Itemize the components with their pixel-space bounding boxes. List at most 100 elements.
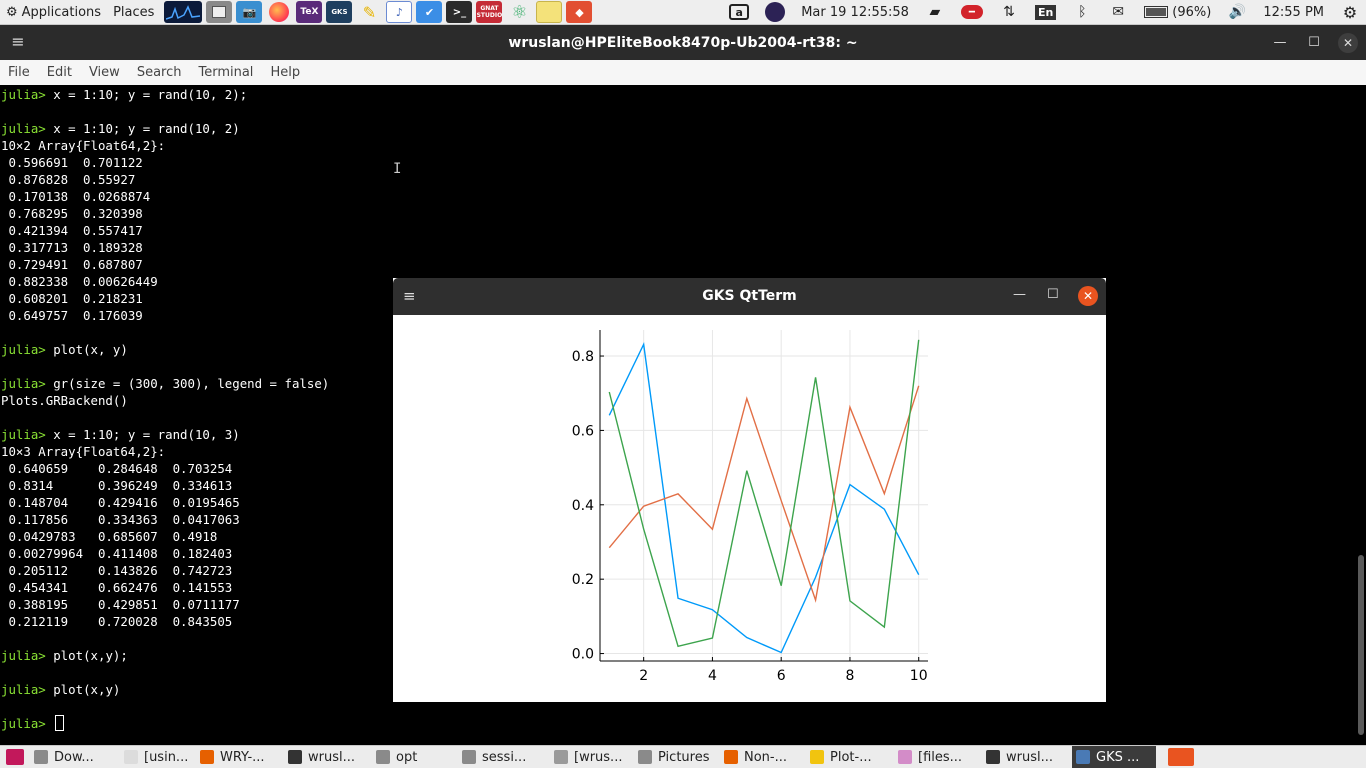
git-icon[interactable]: ◆ xyxy=(566,1,593,23)
line-plot: 2 4 6 8 10 0.0 0.2 0.4 0.6 0.8 xyxy=(572,330,928,684)
terminal-line: 0.876828 0.55927 xyxy=(1,171,135,188)
taskbar-item[interactable]: Plot-... xyxy=(806,746,894,768)
terminal-line: julia> plot(x,y) xyxy=(1,681,120,698)
x-tick-label: 8 xyxy=(845,668,854,684)
eclipse-icon[interactable] xyxy=(757,0,793,25)
gks-qtterm-window: ≡ GKS QtTerm — ☐ ✕ 2 4 6 8 10 0.0 0.2 0.4 0.6 0.8 xyxy=(393,278,1106,702)
battery-indicator[interactable]: (96%) xyxy=(1136,0,1219,25)
terminal-scrollbar[interactable] xyxy=(1358,555,1364,735)
terminal-title: wruslan@HPEliteBook8470p-Ub2004-rt38: ~ xyxy=(508,34,858,51)
taskbar-item[interactable]: Dow... xyxy=(30,746,120,768)
clipboard-icon[interactable]: a xyxy=(721,0,757,25)
gks-icon xyxy=(1076,750,1090,764)
terminal-line: 10×3 Array{Float64,2}: xyxy=(1,443,165,460)
taskbar-item[interactable]: [files... xyxy=(894,746,982,768)
sticky-notes-icon[interactable] xyxy=(536,1,563,23)
taskbar-item[interactable]: sessi... xyxy=(458,746,550,768)
taskbar-item-label: WRY-... xyxy=(220,749,265,765)
places-menu[interactable]: Places xyxy=(107,0,160,25)
gks-title: GKS QtTerm xyxy=(702,288,797,304)
terminal-line: Plots.GRBackend() xyxy=(1,392,128,409)
taskbar-item-label: Non-... xyxy=(744,749,788,765)
clock[interactable]: 12:55 PM xyxy=(1255,0,1332,25)
files-icon[interactable] xyxy=(206,1,233,23)
gks-minimize-button[interactable]: — xyxy=(1013,287,1026,302)
applications-label: Applications xyxy=(21,4,102,20)
maximize-button[interactable]: ☐ xyxy=(1308,35,1320,50)
system-monitor-icon[interactable] xyxy=(164,1,203,23)
taskbar: Dow... [usin... WRY-... wrusl... opt sessi...… xyxy=(0,745,1366,768)
menu-edit[interactable]: Edit xyxy=(46,65,72,80)
menu-search[interactable]: Search xyxy=(136,65,182,80)
gks-titlebar: ≡ GKS QtTerm — ☐ ✕ xyxy=(393,278,1106,315)
firefox-icon[interactable] xyxy=(266,1,292,23)
do-not-disturb-icon[interactable]: ━ xyxy=(953,0,991,25)
texstudio-icon[interactable]: TeX xyxy=(296,1,323,23)
minimize-button[interactable]: — xyxy=(1273,35,1287,50)
terminal-line-text: plot(x, y) xyxy=(45,342,128,357)
julia-prompt: julia> xyxy=(1,121,46,136)
libreoffice-writer-icon[interactable]: ♪ xyxy=(386,1,413,23)
terminal-line: julia> gr(size = (300, 300), legend = fa… xyxy=(1,375,329,392)
gks-icon[interactable]: GKS xyxy=(326,1,353,23)
taskbar-item[interactable]: wrusl... xyxy=(284,746,372,768)
close-button[interactable]: ✕ xyxy=(1338,32,1358,53)
terminal-line-text: 0.205112 0.143826 0.742723 xyxy=(1,563,233,578)
show-desktop-button[interactable] xyxy=(0,746,30,768)
terminal-line: 0.729491 0.687807 xyxy=(1,256,142,273)
taskbar-item[interactable]: opt xyxy=(372,746,458,768)
gks-maximize-button[interactable]: ☐ xyxy=(1047,287,1059,302)
date-time-seconds[interactable]: Mar 19 12:55:58 xyxy=(793,0,917,25)
terminal-line: 0.00279964 0.411408 0.182403 xyxy=(1,545,232,562)
atom-icon[interactable]: ⚛ xyxy=(511,1,528,23)
gedit-icon[interactable]: ✎ xyxy=(362,2,377,22)
terminal-line: julia> x = 1:10; y = rand(10, 2); xyxy=(1,86,247,103)
x-tick-label: 10 xyxy=(910,668,928,684)
terminal-line: julia> x = 1:10; y = rand(10, 2) xyxy=(1,120,240,137)
menu-help[interactable]: Help xyxy=(270,65,301,80)
places-label: Places xyxy=(113,4,155,20)
y-tick-label: 0.4 xyxy=(572,498,594,514)
gks-close-button[interactable]: ✕ xyxy=(1078,286,1098,306)
volume-icon[interactable]: 🔊 xyxy=(1228,4,1247,20)
menu-file[interactable]: File xyxy=(8,65,30,80)
taskbar-item[interactable]: WRY-... xyxy=(196,746,284,768)
mail-icon[interactable]: ✉ xyxy=(1112,4,1125,20)
workspace-switcher[interactable] xyxy=(1156,746,1204,768)
terminal-icon[interactable]: >_ xyxy=(446,1,473,23)
terminal-line: 0.640659 0.284648 0.703254 xyxy=(1,460,232,477)
hamburger-menu-icon[interactable]: ≡ xyxy=(11,32,25,51)
taskbar-item[interactable]: GKS ... xyxy=(1072,745,1156,768)
terminal-line-text: 0.388195 0.429851 0.0711177 xyxy=(1,597,240,612)
bluetooth-icon[interactable]: ᛒ xyxy=(1078,4,1087,20)
terminal-line: 0.596691 0.701122 xyxy=(1,154,142,171)
taskbar-item[interactable]: Non-... xyxy=(720,746,806,768)
terminal-line: 0.170138 0.0268874 xyxy=(1,188,150,205)
terminal-line-text: 0.148704 0.429416 0.0195465 xyxy=(1,495,240,510)
todo-icon[interactable]: ✔ xyxy=(416,1,443,23)
drive-icon[interactable]: ▰ xyxy=(929,4,941,20)
terminal-line: 0.317713 0.189328 xyxy=(1,239,142,256)
taskbar-item-label: sessi... xyxy=(482,749,527,765)
settings-gear-icon[interactable]: ⚙ xyxy=(1342,2,1358,22)
taskbar-item[interactable]: wrusl... xyxy=(982,746,1072,768)
network-transfer-icon[interactable]: ⇅ xyxy=(1003,4,1015,20)
taskbar-item[interactable]: [wrus... xyxy=(550,746,634,768)
files-icon xyxy=(638,750,652,764)
app-icon xyxy=(898,750,912,764)
gks-hamburger-menu-icon[interactable]: ≡ xyxy=(403,287,416,305)
applications-menu[interactable]: ⚙ Applications xyxy=(0,0,107,25)
language-label: En xyxy=(1034,4,1057,20)
menu-terminal[interactable]: Terminal xyxy=(198,65,254,80)
screenshot-icon[interactable]: 📷 xyxy=(236,1,263,23)
terminal-line: 0.649757 0.176039 xyxy=(1,307,142,324)
menu-view[interactable]: View xyxy=(88,65,120,80)
show-desktop-icon xyxy=(6,749,24,765)
gnat-studio-icon[interactable]: GNAT STUDIO xyxy=(476,1,503,23)
taskbar-item[interactable]: Pictures xyxy=(634,746,720,768)
terminal-line-text: 0.608201 0.218231 xyxy=(1,291,143,306)
terminal-line-text: 0.768295 0.320398 xyxy=(1,206,143,221)
taskbar-item[interactable]: [usin... xyxy=(120,746,196,768)
keyboard-layout-indicator[interactable]: En xyxy=(1027,0,1064,25)
terminal-cursor xyxy=(55,715,65,731)
